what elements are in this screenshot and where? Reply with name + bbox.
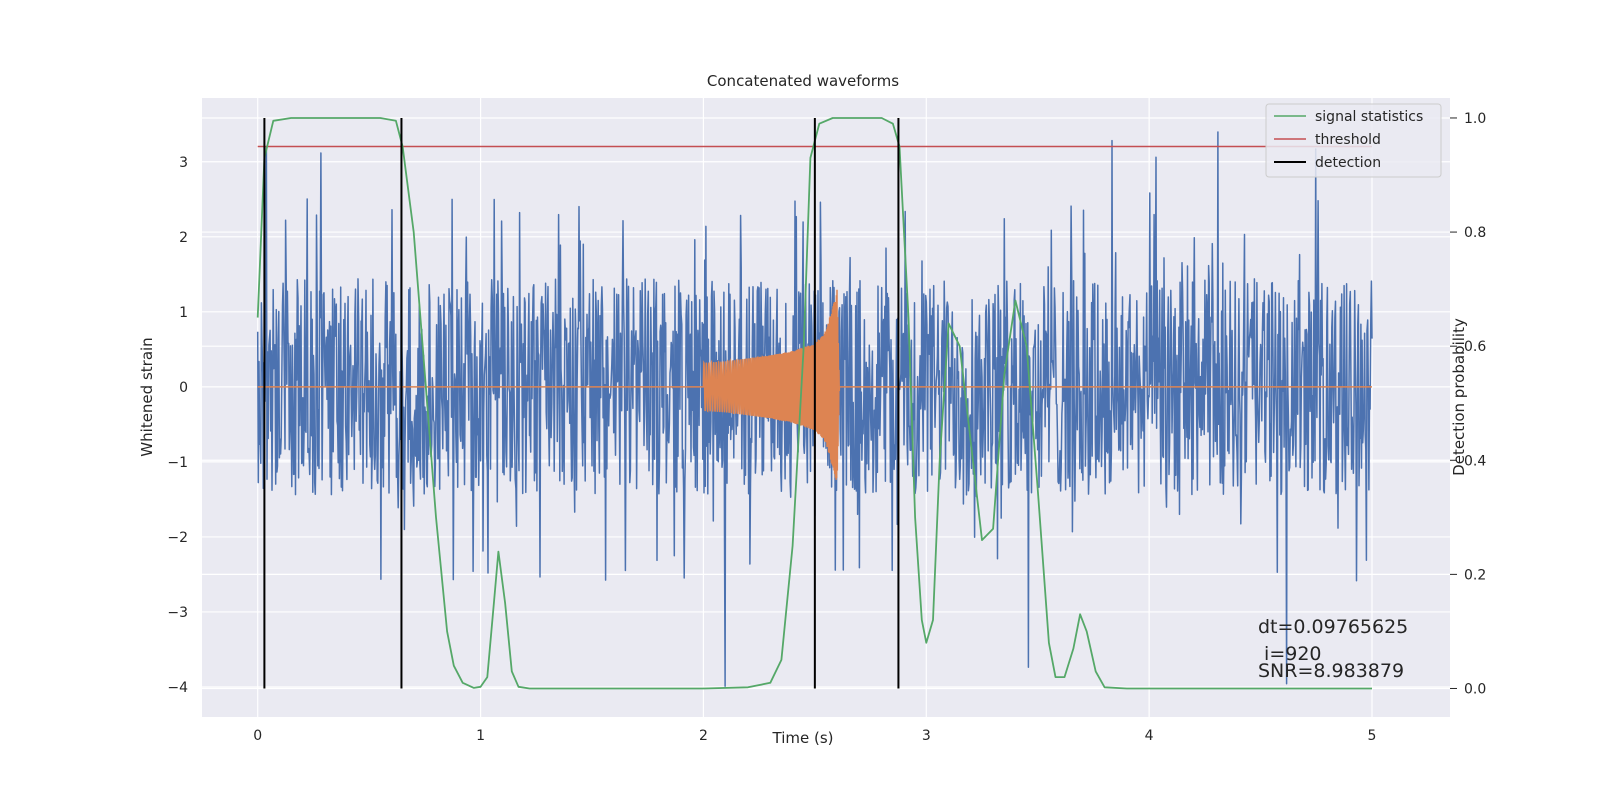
legend-label-signal-statistics: signal statistics bbox=[1315, 109, 1423, 125]
legend-label-threshold: threshold bbox=[1315, 132, 1381, 148]
annotation-snr: SNR=8.983879 bbox=[1258, 660, 1404, 682]
annotations-layer: dt=0.09765625 i=920 SNR=8.983879 bbox=[1258, 616, 1408, 682]
series-layer bbox=[256, 117, 1373, 690]
x-tick-label: 0 bbox=[253, 728, 262, 744]
y-tick-label: −1 bbox=[167, 455, 188, 471]
axes-layer: 0 1 2 3 4 5 3 2 1 0 −1 −2 −3 −4 1.0 0.8 0.6 0.4 0.2 0.0 bbox=[167, 111, 1486, 744]
y2-tick-label: 0.4 bbox=[1464, 453, 1486, 469]
y2-tick-label: 0.0 bbox=[1464, 681, 1486, 697]
x-axis-label: Time (s) bbox=[772, 729, 834, 747]
x-tick-label: 3 bbox=[922, 728, 931, 744]
legend: signal statistics threshold detection bbox=[1265, 103, 1442, 178]
y2-tick-label: 1.0 bbox=[1464, 111, 1486, 127]
series-injected-chirp bbox=[257, 289, 1373, 480]
y2-tick-label: 0.6 bbox=[1464, 339, 1486, 355]
y-axis-label: Whitened strain bbox=[138, 337, 156, 456]
y-tick-label: 2 bbox=[179, 230, 188, 246]
annotation-dt: dt=0.09765625 bbox=[1258, 616, 1408, 638]
y-tick-label: 1 bbox=[179, 305, 188, 321]
legend-label-detection: detection bbox=[1315, 155, 1381, 171]
legend-frame bbox=[1265, 103, 1442, 178]
x-tick-label: 2 bbox=[699, 728, 708, 744]
x-tick-label: 4 bbox=[1145, 728, 1154, 744]
chart-title: Concatenated waveforms bbox=[707, 72, 899, 90]
series-signal-statistics bbox=[256, 117, 1372, 690]
y-tick-label: 3 bbox=[179, 155, 188, 171]
y2-tick-label: 0.2 bbox=[1464, 567, 1486, 583]
x-tick-label: 1 bbox=[476, 728, 485, 744]
annotation-index: i=920 bbox=[1258, 643, 1322, 665]
y-tick-label: 0 bbox=[179, 380, 188, 396]
y-tick-label: −2 bbox=[167, 530, 188, 546]
y2-tick-label: 0.8 bbox=[1464, 225, 1486, 241]
y-tick-label: −4 bbox=[167, 680, 188, 696]
y2-axis-label: Detection probability bbox=[1450, 318, 1468, 476]
y-tick-label: −3 bbox=[167, 605, 188, 621]
x-tick-label: 5 bbox=[1368, 728, 1377, 744]
